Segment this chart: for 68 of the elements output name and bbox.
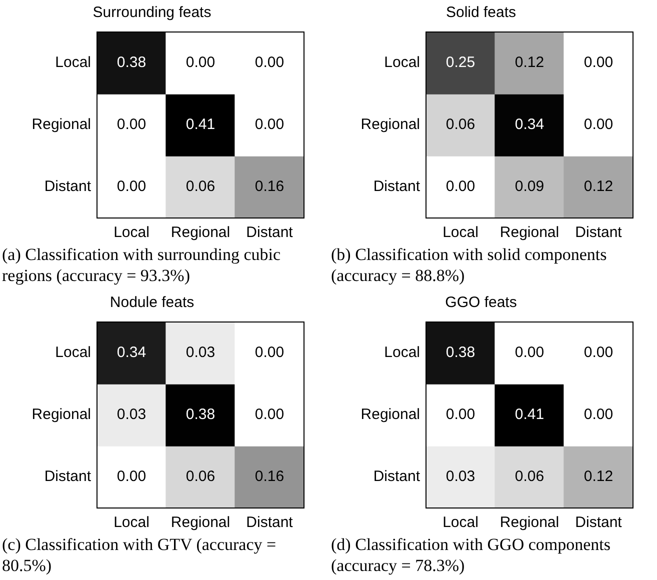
data-label: 0.00	[584, 344, 614, 362]
x-tick-label: Regional	[170, 514, 230, 532]
data-label: 0.06	[186, 468, 216, 486]
data-label: 0.38	[116, 54, 146, 72]
text: (c) Classification with GTV (accuracy = 80.5%)	[2, 534, 278, 576]
data-label: 0.00	[254, 116, 284, 134]
x-tick-label: Regional	[500, 224, 560, 242]
data-label: 0.12	[514, 54, 544, 72]
data-label: 0.00	[254, 54, 284, 72]
data-label: 0.00	[446, 178, 476, 196]
x-tick-label: Local	[114, 514, 150, 532]
data-label: 0.00	[584, 406, 614, 424]
data-label: 0.00	[116, 116, 146, 134]
y-tick-label: Distant	[44, 178, 92, 196]
data-label: 0.00	[584, 54, 614, 72]
chart-title: Nodule feats	[110, 294, 194, 312]
y-tick-label: Regional	[360, 116, 420, 134]
data-label: 0.06	[446, 116, 476, 134]
data-label: 0.16	[254, 468, 284, 486]
data-label: 0.00	[584, 116, 614, 134]
y-tick-label: Local	[55, 54, 91, 72]
x-tick-label: Regional	[500, 514, 560, 532]
data-label: 0.00	[116, 468, 146, 486]
x-tick-label: Regional	[170, 224, 230, 242]
data-label: 0.03	[446, 468, 476, 486]
text: (d) Classification with GGO components (accuracy = 78.3%)	[331, 534, 612, 576]
data-label: 0.00	[116, 178, 146, 196]
y-tick-label: Distant	[373, 178, 421, 196]
data-label: 0.12	[584, 468, 614, 486]
chart-title: Solid feats	[446, 4, 516, 22]
y-tick-label: Regional	[32, 406, 91, 424]
y-tick-label: Local	[384, 344, 420, 362]
y-tick-label: Regional	[360, 406, 420, 424]
data-label: 0.00	[254, 344, 284, 362]
data-label: 0.00	[186, 54, 216, 72]
data-label: 0.00	[446, 406, 476, 424]
y-tick-label: Distant	[44, 468, 92, 486]
text: (a) Classification with surrounding cubic regions (accuracy = 93.3%)	[2, 244, 282, 286]
data-label: 0.41	[514, 406, 544, 424]
data-label: 0.25	[446, 54, 476, 72]
data-label: 0.03	[116, 406, 146, 424]
y-tick-label: Local	[384, 54, 420, 72]
data-label: 0.06	[514, 468, 544, 486]
x-tick-label: Local	[114, 224, 150, 242]
data-label: 0.34	[116, 344, 146, 362]
x-tick-label: Distant	[246, 224, 294, 242]
data-label: 0.09	[514, 178, 544, 196]
y-tick-label: Local	[55, 344, 91, 362]
data-label: 0.00	[254, 406, 284, 424]
data-label: 0.06	[186, 178, 216, 196]
x-tick-label: Local	[442, 224, 478, 242]
text: (b) Classification with solid components (accuracy = 88.8%)	[331, 244, 608, 286]
data-label: 0.03	[186, 344, 216, 362]
data-label: 0.34	[514, 116, 544, 134]
x-tick-label: Distant	[575, 514, 623, 532]
x-tick-label: Distant	[575, 224, 623, 242]
data-label: 0.12	[584, 178, 614, 196]
data-label: 0.41	[186, 116, 216, 134]
x-tick-label: Local	[442, 514, 478, 532]
data-label: 0.00	[514, 344, 544, 362]
x-tick-label: Distant	[246, 514, 294, 532]
y-tick-label: Distant	[373, 468, 421, 486]
chart-title: GGO feats	[445, 294, 517, 312]
data-label: 0.16	[254, 178, 284, 196]
chart-title: Surrounding feats	[92, 4, 212, 22]
y-tick-label: Regional	[32, 116, 91, 134]
data-label: 0.38	[186, 406, 216, 424]
data-label: 0.38	[446, 344, 476, 362]
